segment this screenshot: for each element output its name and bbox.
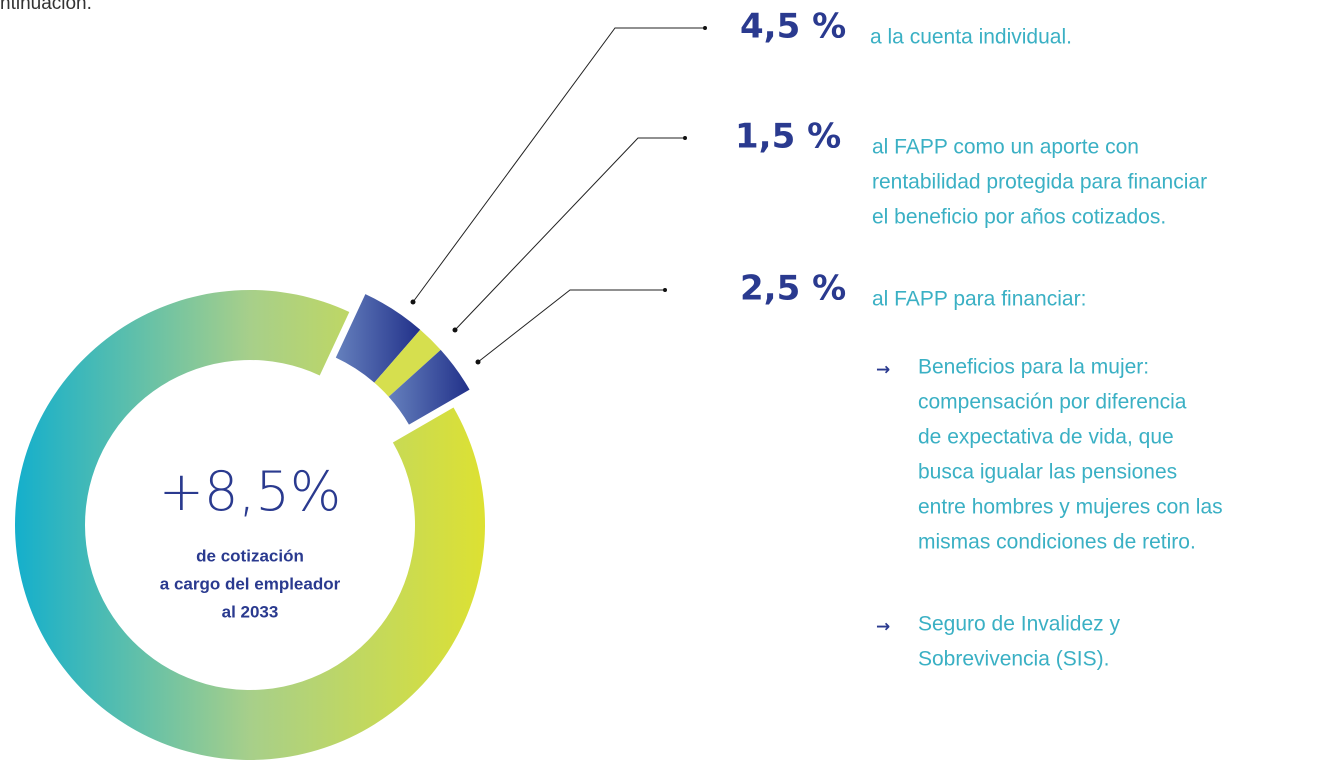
intro-text: ntinuación. bbox=[0, 0, 92, 14]
connector bbox=[477, 289, 665, 363]
bullet-arrow: → bbox=[876, 360, 890, 380]
bullet-text: compensación por diferencia bbox=[918, 391, 1187, 414]
center-caption: a cargo del empleador bbox=[160, 574, 341, 593]
bullet-text: busca igualar las pensiones bbox=[918, 461, 1177, 484]
description: al FAPP para financiar: bbox=[872, 288, 1086, 311]
description: rentabilidad protegida para financiar bbox=[872, 171, 1207, 194]
bullet-text: Sobrevivencia (SIS). bbox=[918, 648, 1109, 671]
description: al FAPP como un aporte con bbox=[872, 136, 1139, 159]
description: el beneficio por años cotizados. bbox=[872, 206, 1166, 229]
donut-segment bbox=[335, 294, 421, 383]
donut-segment bbox=[388, 349, 470, 425]
percent: 1,5 % bbox=[735, 117, 841, 157]
bullet-text: entre hombres y mujeres con las bbox=[918, 496, 1223, 519]
connector bbox=[412, 27, 705, 303]
donut-ring bbox=[14, 290, 485, 760]
bullet-text: de expectativa de vida, que bbox=[918, 426, 1174, 449]
center-value: +8,5% bbox=[159, 460, 341, 523]
description: a la cuenta individual. bbox=[870, 26, 1072, 49]
bullet-arrow: → bbox=[876, 617, 890, 637]
center-caption: de cotización bbox=[196, 546, 304, 565]
donut-segment bbox=[374, 329, 441, 397]
center-caption: al 2033 bbox=[222, 602, 279, 621]
bullet-text: mismas condiciones de retiro. bbox=[918, 531, 1196, 554]
connector-dots bbox=[410, 26, 707, 365]
donut bbox=[14, 290, 485, 760]
bullet-text: Seguro de Invalidez y bbox=[918, 613, 1120, 636]
percent: 4,5 % bbox=[740, 7, 846, 47]
percent: 2,5 % bbox=[740, 269, 846, 309]
bullet-text: Beneficios para la mujer: bbox=[918, 356, 1149, 379]
connector bbox=[454, 137, 685, 331]
